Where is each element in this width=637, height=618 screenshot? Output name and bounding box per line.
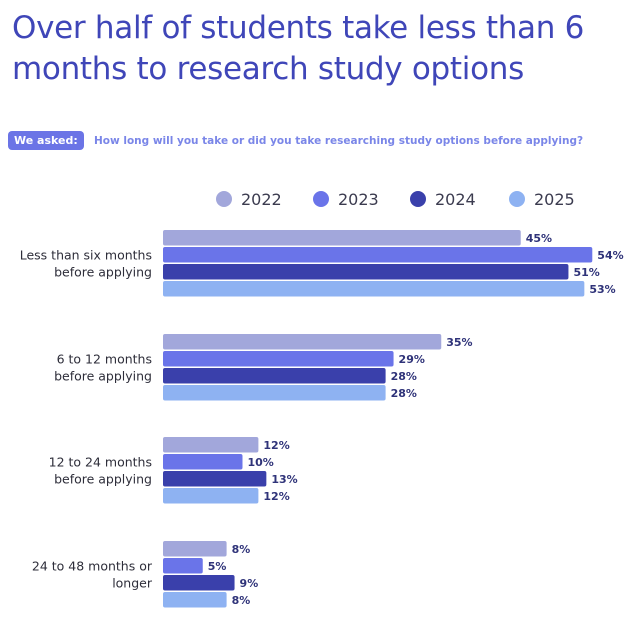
value-label: 12% bbox=[263, 439, 289, 452]
bar-2022 bbox=[163, 541, 227, 557]
value-label: 53% bbox=[589, 283, 615, 296]
bar-2024 bbox=[163, 575, 235, 591]
legend-label-2022: 2022 bbox=[241, 189, 282, 209]
bar-2023 bbox=[163, 247, 593, 263]
legend-label-2023: 2023 bbox=[338, 189, 379, 209]
category-label: Less than six months before applying bbox=[20, 248, 152, 280]
bar-2023 bbox=[163, 558, 203, 574]
legend-item-2025: 2025 bbox=[509, 188, 575, 210]
value-label: 29% bbox=[399, 353, 425, 366]
value-label: 8% bbox=[232, 543, 251, 556]
bar-2025 bbox=[163, 385, 386, 401]
value-label: 10% bbox=[248, 456, 274, 469]
legend-label-2025: 2025 bbox=[534, 189, 575, 209]
bar-2022 bbox=[163, 437, 259, 453]
value-label: 8% bbox=[232, 594, 251, 607]
legend-item-2023: 2023 bbox=[313, 188, 379, 210]
legend-swatch-2022 bbox=[216, 191, 232, 207]
bar-2024 bbox=[163, 264, 569, 280]
value-label: 9% bbox=[240, 577, 259, 590]
category-label: 12 to 24 months before applying bbox=[49, 455, 152, 487]
value-label: 54% bbox=[597, 249, 623, 262]
category-label: 24 to 48 months or longer bbox=[32, 559, 153, 591]
value-label: 12% bbox=[263, 490, 289, 503]
value-label: 28% bbox=[391, 387, 417, 400]
value-label: 35% bbox=[446, 336, 472, 349]
legend-label-2024: 2024 bbox=[435, 189, 476, 209]
value-label: 13% bbox=[271, 473, 297, 486]
bar-2023 bbox=[163, 351, 394, 367]
legend-item-2022: 2022 bbox=[216, 188, 282, 210]
bar-2025 bbox=[163, 281, 585, 297]
legend-swatch-2024 bbox=[410, 191, 426, 207]
chart-legend: 2022 2023 2024 2025 bbox=[0, 188, 637, 210]
we-asked-badge: We asked: bbox=[8, 131, 84, 150]
bar-2022 bbox=[163, 230, 521, 246]
legend-item-2024: 2024 bbox=[410, 188, 476, 210]
bar-2024 bbox=[163, 471, 267, 487]
legend-swatch-2023 bbox=[313, 191, 329, 207]
bar-2025 bbox=[163, 488, 259, 504]
bar-2024 bbox=[163, 368, 386, 384]
legend-swatch-2025 bbox=[509, 191, 525, 207]
bar-2023 bbox=[163, 454, 243, 470]
value-label: 51% bbox=[573, 266, 599, 279]
value-label: 5% bbox=[208, 560, 227, 573]
bar-2025 bbox=[163, 592, 227, 608]
value-label: 28% bbox=[391, 370, 417, 383]
chart-title: Over half of students take less than 6 m… bbox=[12, 10, 585, 87]
value-label: 45% bbox=[526, 232, 552, 245]
survey-question: How long will you take or did you take r… bbox=[94, 135, 584, 147]
bar-2022 bbox=[163, 334, 442, 350]
category-label: 6 to 12 months before applying bbox=[54, 352, 152, 384]
